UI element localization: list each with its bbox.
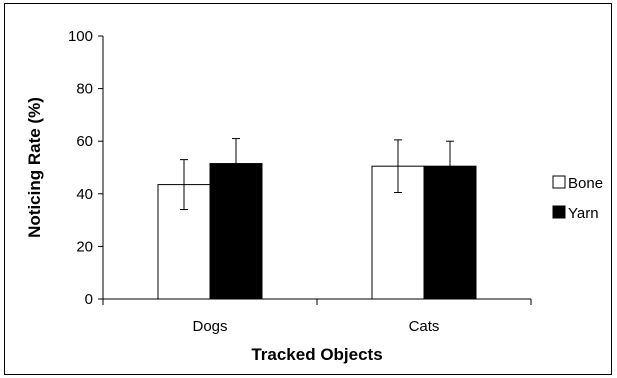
x-axis-title: Tracked Objects [251,345,382,364]
y-axis-title: Noticing Rate (%) [25,97,44,238]
legend-label-bone: Bone [568,175,603,192]
y-tick-label: 20 [76,238,93,255]
chart-frame [4,3,612,375]
y-tick-label: 80 [76,81,93,98]
y-tick-label: 100 [68,28,93,45]
legend-label-yarn: Yarn [568,205,599,222]
y-tick-label: 0 [85,291,93,308]
legend-swatch-bone [552,175,566,189]
legend-swatch-yarn [552,205,566,219]
x-tick-label: Dogs [192,318,227,335]
y-tick-label: 40 [76,186,93,203]
bar-yarn [423,165,477,300]
y-tick-label: 60 [76,133,93,150]
x-tick-label: Cats [409,318,440,335]
